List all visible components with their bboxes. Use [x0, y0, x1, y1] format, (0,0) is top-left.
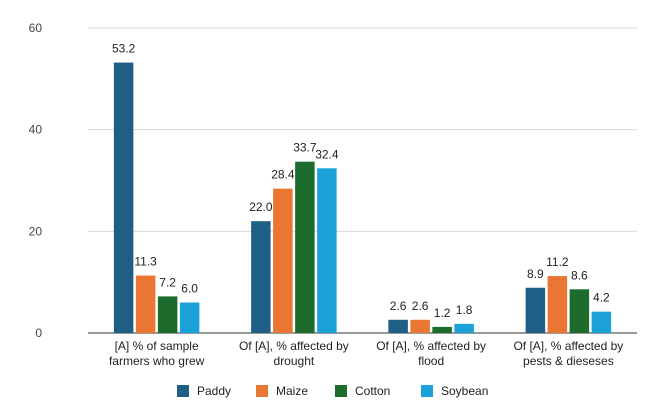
category-label: Of [A], % affected by — [376, 339, 486, 353]
legend-swatch-soybean — [421, 385, 433, 397]
data-label-cotton-1: 7.2 — [159, 275, 176, 289]
legend: Paddy Maize Cotton Soybean — [177, 384, 488, 398]
data-label-maize-4: 11.2 — [546, 255, 569, 269]
y-tick-label: 60 — [29, 21, 43, 35]
category-label: pests & dieseses — [523, 354, 614, 368]
data-label-maize-3: 2.6 — [412, 299, 429, 313]
bar-maize-1 — [135, 275, 156, 333]
bar-paddy-1 — [113, 62, 134, 334]
bar-soybean-1 — [179, 302, 200, 333]
data-label-cotton-4: 8.6 — [571, 268, 588, 282]
y-axis-ticks: 0 20 40 60 — [29, 21, 43, 340]
y-tick-label: 20 — [29, 224, 43, 238]
data-label-maize-2: 28.4 — [271, 168, 295, 182]
bar-soybean-4 — [591, 311, 612, 333]
bar-paddy-4 — [525, 287, 546, 333]
legend-label-maize: Maize — [276, 384, 308, 398]
bar-maize-3 — [410, 319, 430, 333]
y-tick-label: 0 — [35, 326, 42, 340]
legend-swatch-paddy — [177, 385, 189, 397]
category-label: flood — [418, 354, 444, 368]
data-label-soybean-2: 32.4 — [315, 147, 339, 161]
category-label: drought — [274, 354, 315, 368]
bar-soybean-3 — [454, 323, 474, 333]
legend-label-cotton: Cotton — [355, 384, 390, 398]
bar-cotton-4 — [569, 289, 590, 333]
legend-swatch-cotton — [335, 385, 347, 397]
bar-cotton-1 — [157, 296, 178, 333]
data-label-soybean-4: 4.2 — [593, 291, 610, 305]
data-label-paddy-1: 53.2 — [112, 42, 136, 56]
data-label-cotton-2: 33.7 — [293, 141, 317, 155]
bar-cotton-2 — [295, 161, 315, 333]
gridlines — [88, 27, 637, 334]
category-label: Of [A], % affected by — [239, 339, 349, 353]
legend-label-soybean: Soybean — [441, 384, 488, 398]
bar-maize-2 — [273, 188, 293, 333]
bars — [113, 62, 612, 334]
data-label-paddy-2: 22.0 — [249, 200, 273, 214]
legend-label-paddy: Paddy — [197, 384, 231, 398]
data-label-paddy-4: 8.9 — [527, 267, 544, 281]
data-label-paddy-3: 2.6 — [390, 299, 407, 313]
data-label-soybean-3: 1.8 — [456, 303, 473, 317]
category-label: [A] % of sample — [115, 339, 199, 353]
category-label: farmers who grew — [109, 354, 205, 368]
bar-maize-4 — [547, 276, 568, 333]
y-tick-label: 40 — [29, 123, 43, 137]
data-label-maize-1: 11.3 — [134, 255, 157, 269]
bar-paddy-2 — [251, 221, 271, 333]
data-label-cotton-3: 1.2 — [434, 306, 451, 320]
data-label-soybean-1: 6.0 — [181, 282, 198, 296]
category-label: Of [A], % affected by — [513, 339, 623, 353]
bar-cotton-3 — [432, 326, 452, 333]
bar-paddy-3 — [388, 319, 408, 333]
data-labels: 53.2 11.37.2 6.0 22.0 28.4 33.732.4 2.6 2.6 1.2 1… — [112, 42, 610, 320]
bar-soybean-2 — [317, 168, 337, 333]
legend-swatch-maize — [256, 385, 268, 397]
